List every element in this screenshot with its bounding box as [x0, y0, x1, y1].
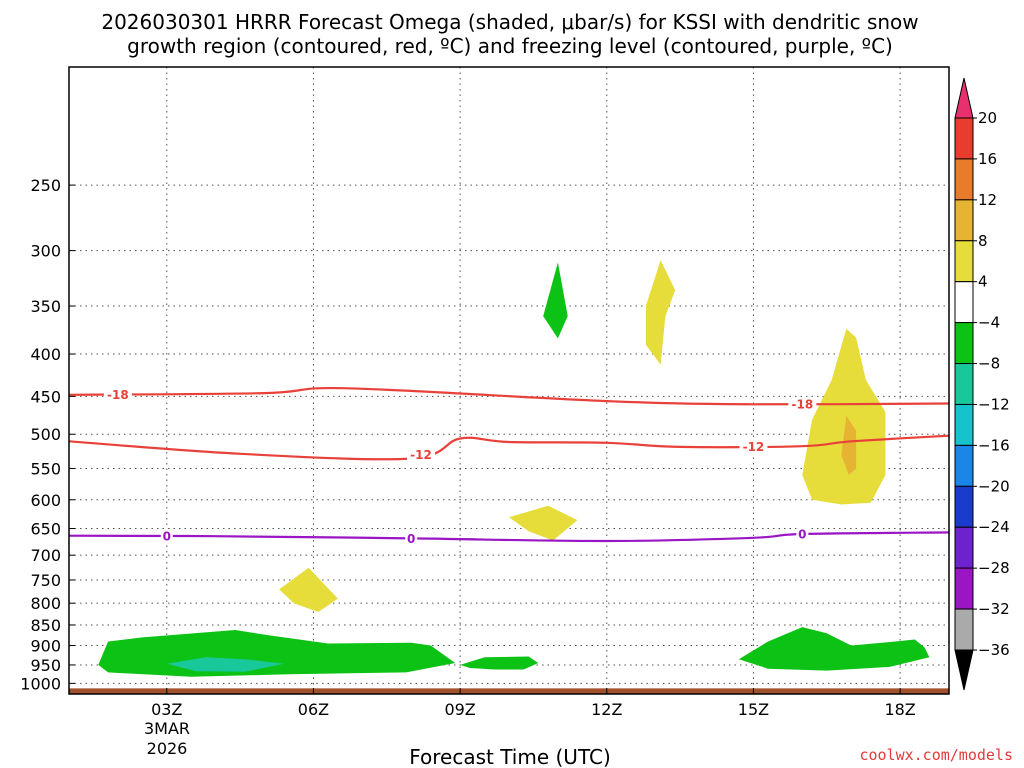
colorbar-tick-label-4: 4	[978, 273, 988, 291]
colorbar-swatch--8-to--12	[954, 363, 974, 405]
contour-label-bg-freezing-level-0-2	[796, 527, 809, 542]
x-tick-label-15Z: 15Z	[738, 700, 769, 719]
contour-label-dgz-minus-18-1: -18	[791, 398, 813, 412]
colorbar-tick-label-8: 8	[978, 232, 988, 250]
contour-freezing-level-0	[68, 531, 950, 543]
colorbar-swatch-20-to-16	[954, 117, 974, 160]
omega-region-sink-yellow-760	[279, 567, 338, 612]
contour-label-dgz-minus-12-0: -12	[410, 448, 432, 462]
y-tick-label-900: 900	[30, 637, 61, 656]
omega-region-sink-orange-500	[841, 415, 857, 475]
colorbar-swatch-12-to-8	[954, 199, 974, 242]
omega-region-sink-yellow-300	[645, 260, 676, 365]
contour-label-bg-dgz-minus-18-0	[103, 387, 132, 402]
y-tick-label-750: 750	[30, 571, 61, 590]
colorbar-swatch--24-to--28	[954, 526, 974, 569]
colorbar-tick-label--28: −28	[978, 559, 1010, 577]
y-tick-label-450: 450	[30, 387, 61, 406]
colorbar-swatch-8-to-4	[954, 240, 974, 283]
y-tick-label-600: 600	[30, 491, 61, 510]
y-tick-label-550: 550	[30, 459, 61, 478]
contour-label-bg-freezing-level-0-1	[405, 531, 418, 546]
colorbar-swatch--4-to--8	[954, 322, 974, 365]
date-label-month: 3MAR	[144, 719, 190, 738]
contour-label-dgz-minus-18-0: -18	[107, 388, 129, 402]
y-tick-label-500: 500	[30, 425, 61, 444]
y-tick-label-800: 800	[30, 594, 61, 613]
omega-region-lift-green-low-3	[738, 627, 930, 671]
colorbar-tick-label--16: −16	[978, 436, 1010, 454]
contour-label-bg-freezing-level-0-0	[160, 529, 173, 544]
x-tick-label-18Z: 18Z	[884, 700, 915, 719]
colorbar-swatch-16-to-12	[954, 158, 974, 201]
omega-region-sink-yellow-620	[509, 505, 578, 541]
x-axis-title: Forecast Time (UTC)	[409, 745, 611, 768]
colorbar-bottom-arrow	[954, 649, 974, 691]
contour-label-freezing-level-0-1: 0	[407, 532, 415, 546]
y-tick-label-850: 850	[30, 616, 61, 635]
y-tick-label-350: 350	[30, 297, 61, 316]
y-tick-label-400: 400	[30, 345, 61, 364]
y-tick-label-650: 650	[30, 520, 61, 539]
colorbar-tick-label-16: 16	[978, 150, 997, 168]
colorbar-swatch--16-to--20	[954, 444, 974, 487]
colorbar-tick-label--4: −4	[978, 314, 1000, 332]
omega-region-lift-green-low-2	[460, 656, 539, 670]
omega-region-sink-yellow-450	[802, 328, 886, 505]
contour-label-freezing-level-0-0: 0	[163, 530, 171, 544]
x-tick-label-03Z: 03Z	[151, 700, 182, 719]
colorbar-swatch--28-to--32	[954, 567, 974, 610]
ground-surface-band	[69, 688, 949, 694]
omega-colorbar: 20 16 12 8 4 −4 −8 −12 −16 −20 −24 −28 −32 −36	[954, 77, 1010, 691]
x-tick-label-12Z: 12Z	[591, 700, 622, 719]
colorbar-tick-label--12: −12	[978, 395, 1010, 413]
contour-dgz-minus-12	[68, 434, 950, 461]
omega-region-lift-teal-low	[166, 657, 285, 672]
chart-title-line-2: growth region (contoured, red, ºC) and f…	[127, 34, 893, 58]
colorbar-swatch--32-to--36	[954, 608, 974, 651]
contour-label-dgz-minus-12-1: -12	[743, 440, 765, 454]
colorbar-tick-label--8: −8	[978, 355, 1000, 373]
colorbar-tick-label-20: 20	[978, 109, 997, 127]
colorbar-tick-label--24: −24	[978, 518, 1010, 536]
contour-label-freezing-level-0-2: 0	[798, 528, 806, 542]
x-tick-label-06Z: 06Z	[298, 700, 329, 719]
colorbar-swatch--12-to--16	[954, 403, 974, 446]
y-tick-label-1000: 1000	[20, 674, 61, 693]
colorbar-tick-label-12: 12	[978, 191, 997, 209]
chart-title-line-1: 2026030301 HRRR Forecast Omega (shaded, …	[101, 10, 918, 34]
date-label-year: 2026	[147, 739, 188, 758]
contour-label-bg-dgz-minus-18-1	[788, 397, 817, 412]
colorbar-tick-label--36: −36	[978, 641, 1010, 659]
site-credit: coolwx.com/models	[859, 746, 1013, 764]
colorbar-swatch--20-to--24	[954, 485, 974, 528]
plot-area: -18 -18 -12 -12 0 0 0	[68, 67, 950, 694]
y-tick-label-300: 300	[30, 242, 61, 261]
contour-label-bg-dgz-minus-12-1	[739, 439, 768, 454]
omega-region-lift-green-300	[543, 262, 568, 339]
omega-region-lift-green-low-1	[98, 630, 456, 677]
contour-dgz-minus-18	[68, 386, 950, 406]
colorbar-top-arrow	[954, 77, 974, 119]
colorbar-swatch-4-to--4	[954, 281, 974, 324]
pressure-axis: 250 300 350 400 450 500 550 600 650 700 750 800 850 9…	[20, 176, 75, 693]
colorbar-tick-label--20: −20	[978, 477, 1010, 495]
y-tick-label-700: 700	[30, 546, 61, 565]
contour-label-bg-dgz-minus-12-0	[407, 447, 435, 462]
x-tick-label-09Z: 09Z	[444, 700, 475, 719]
y-tick-label-250: 250	[30, 176, 61, 195]
time-axis: 03Z 06Z 09Z 12Z 15Z 18Z	[151, 688, 916, 719]
plot-frame	[68, 66, 950, 695]
colorbar-tick-label--32: −32	[978, 600, 1010, 618]
y-tick-label-950: 950	[30, 656, 61, 675]
